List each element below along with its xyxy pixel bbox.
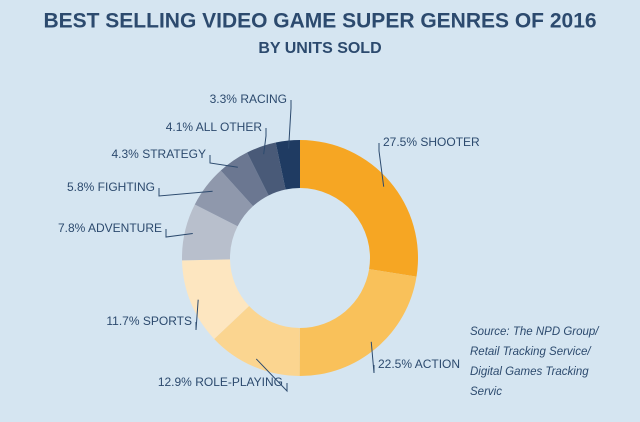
leader-line <box>209 155 238 168</box>
data-label: 7.8% ADVENTURE <box>58 221 162 235</box>
chart-title: BEST SELLING VIDEO GAME SUPER GENRES OF … <box>43 10 596 33</box>
leader-line <box>195 299 199 331</box>
value-label: 12.9% <box>158 375 192 389</box>
data-label: 11.7% SPORTS <box>106 314 192 328</box>
data-label: 22.5% ACTION <box>378 357 460 371</box>
leader-line <box>263 128 267 155</box>
donut-segment <box>194 170 254 227</box>
leader-line <box>165 229 193 238</box>
category-label: ALL OTHER <box>196 120 263 134</box>
category-label: ACTION <box>415 357 460 371</box>
data-label: 4.1% ALL OTHER <box>166 120 263 134</box>
category-label: STRATEGY <box>142 147 206 161</box>
source-note: Source: The NPD Group/ <box>470 326 600 338</box>
donut-segment <box>220 152 269 207</box>
data-label: 3.3% RACING <box>210 92 287 106</box>
value-label: 5.8% <box>67 180 95 194</box>
source-note: Retail Tracking Service/ <box>470 346 592 358</box>
leader-line <box>288 100 292 149</box>
leader-line <box>378 143 385 187</box>
chart-subtitle: BY UNITS SOLD <box>258 40 381 57</box>
value-label: 27.5% <box>383 135 417 149</box>
value-label: 4.3% <box>112 147 140 161</box>
donut-segment <box>182 259 250 339</box>
value-label: 3.3% <box>210 92 238 106</box>
source-note: Digital Games Tracking <box>470 366 589 378</box>
source-note: Servic <box>470 386 502 398</box>
donut-segment <box>182 204 238 261</box>
category-label: SPORTS <box>143 314 192 328</box>
donut-segment <box>300 140 418 277</box>
category-label: RACING <box>240 92 287 106</box>
value-label: 11.7% <box>106 314 139 328</box>
category-label: FIGHTING <box>98 180 155 194</box>
donut-segment <box>299 269 417 377</box>
value-label: 7.8% <box>58 221 86 235</box>
data-label: 4.3% STRATEGY <box>112 147 207 161</box>
leader-line <box>255 358 288 393</box>
value-label: 22.5% <box>378 357 412 371</box>
donut-segment <box>275 140 300 190</box>
donut-segment <box>214 306 300 376</box>
leader-line <box>370 341 375 374</box>
data-label: 27.5% SHOOTER <box>383 135 480 149</box>
data-label: 5.8% FIGHTING <box>67 180 155 194</box>
donut-segment <box>247 142 286 196</box>
value-label: 4.1% <box>166 120 194 134</box>
leader-line <box>158 188 213 197</box>
category-label: ADVENTURE <box>88 221 162 235</box>
data-label: 12.9% ROLE-PLAYING <box>158 375 283 389</box>
category-label: SHOOTER <box>420 135 480 149</box>
category-label: ROLE-PLAYING <box>195 375 283 389</box>
